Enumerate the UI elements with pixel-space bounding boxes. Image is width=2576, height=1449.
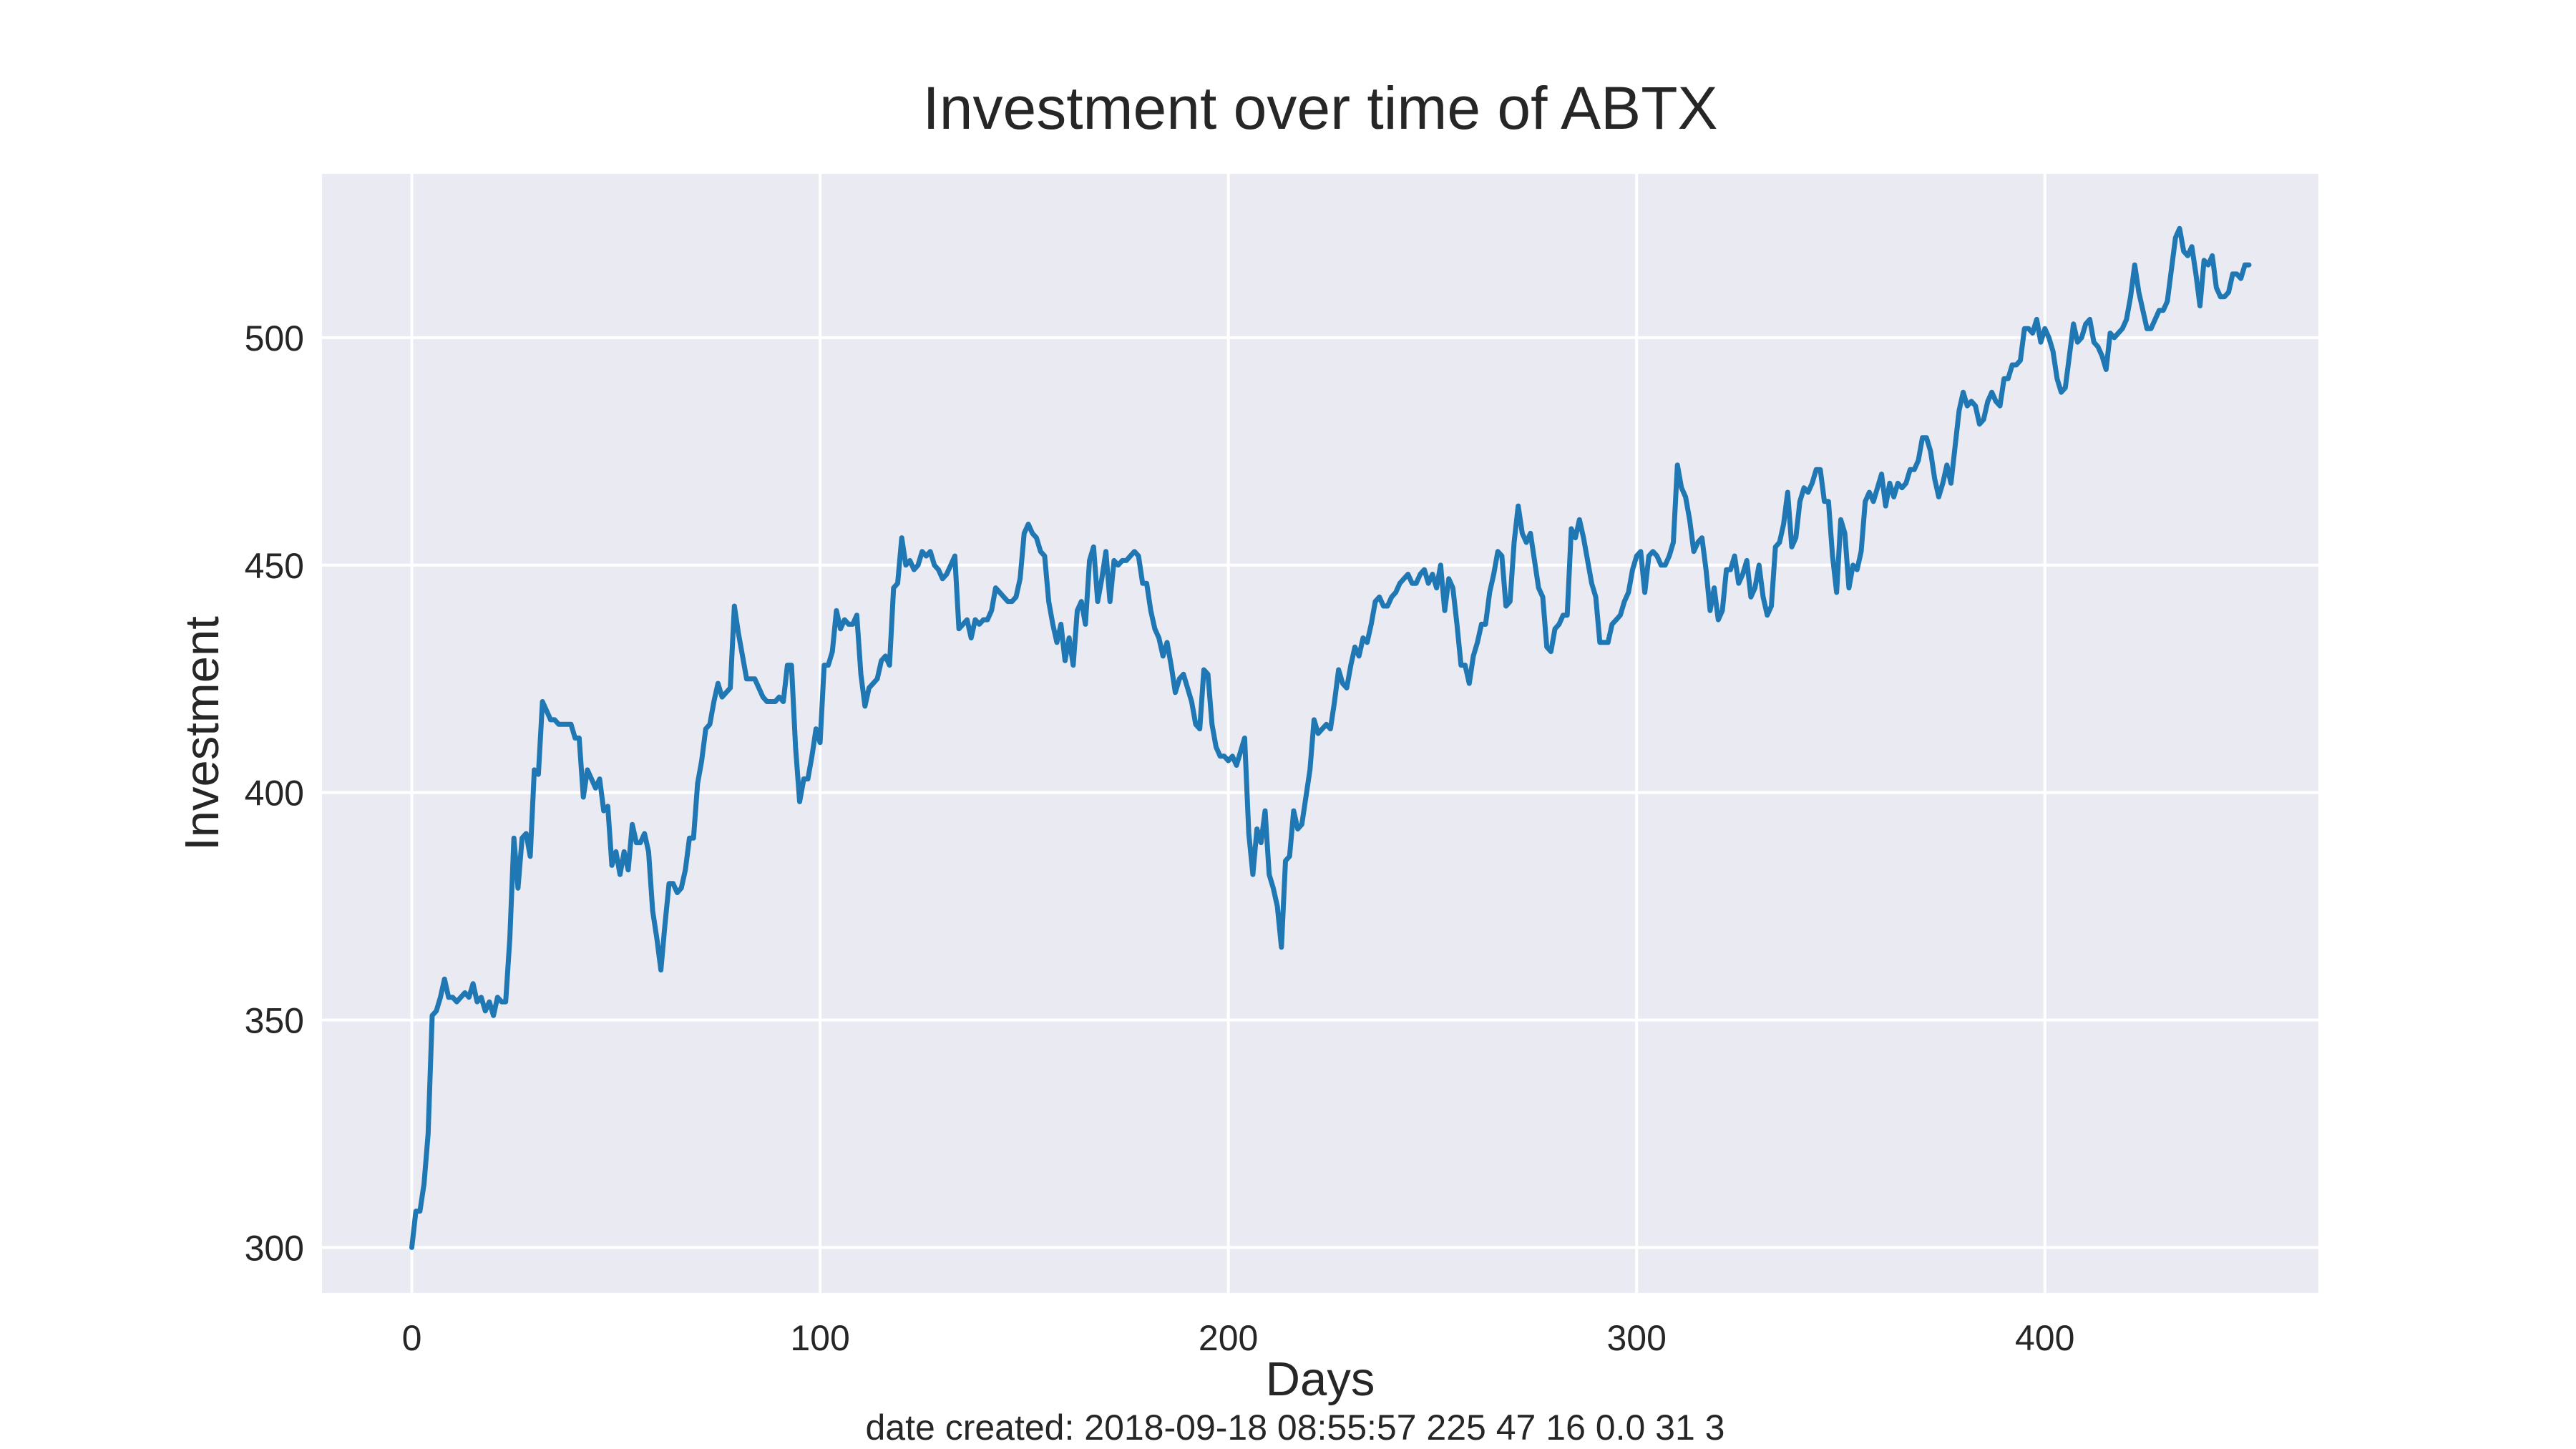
x-tick-label: 100 (790, 1318, 849, 1358)
x-axis-label: Days (1266, 1352, 1375, 1406)
x-tick-label: 300 (1606, 1318, 1666, 1358)
y-tick-label: 300 (245, 1228, 304, 1268)
x-tick-label: 200 (1199, 1318, 1258, 1358)
investment-series-line (409, 225, 2252, 1250)
date-created-footer: date created: 2018-09-18 08:55:57 225 47… (866, 1407, 1725, 1448)
y-axis-label: Investment (175, 616, 229, 851)
x-tick-label: 400 (2015, 1318, 2074, 1358)
y-tick-label: 400 (245, 774, 304, 814)
y-tick-label: 500 (245, 318, 304, 358)
x-tick-label: 0 (402, 1318, 422, 1358)
series-layer (409, 225, 2252, 1250)
y-tick-label: 450 (245, 546, 304, 586)
chart-title: Investment over time of ABTX (922, 74, 1717, 142)
y-tick-label: 350 (245, 1001, 304, 1041)
tick-labels: 0 100 200 300 400 300 350 400 450 500 (245, 318, 2075, 1358)
